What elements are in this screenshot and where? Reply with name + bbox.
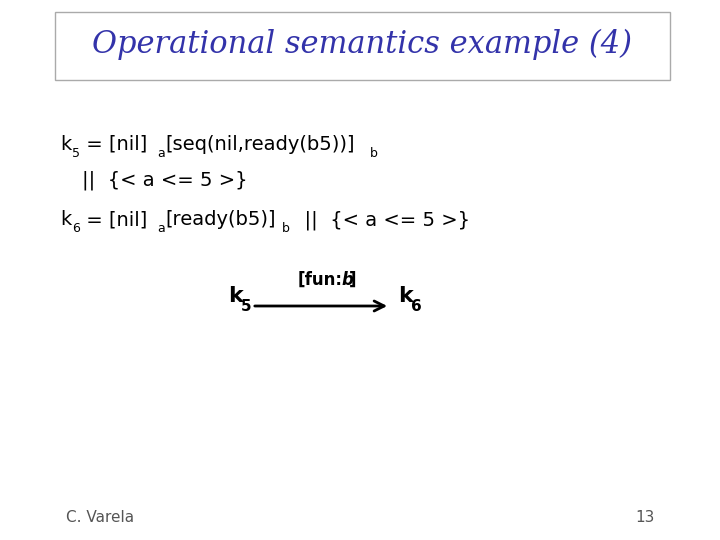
Text: C. Varela: C. Varela [66,510,134,525]
Text: b: b [282,222,290,235]
Text: ]: ] [349,271,356,289]
FancyBboxPatch shape [55,12,670,80]
Text: = [nil]: = [nil] [80,135,148,154]
Text: [ready(b5)]: [ready(b5)] [165,210,276,229]
Text: = [nil]: = [nil] [80,210,148,229]
Text: k: k [228,286,243,306]
Text: 5: 5 [72,147,80,160]
Text: a: a [157,147,165,160]
Text: 6: 6 [72,222,80,235]
Text: ||  {< a <= 5 >}: || {< a <= 5 >} [292,210,470,230]
Text: k: k [60,210,71,229]
Text: ||  {< a <= 5 >}: || {< a <= 5 >} [82,170,248,190]
Text: k: k [398,286,413,306]
Text: a: a [157,222,165,235]
Text: b: b [341,271,353,289]
Text: 5: 5 [241,299,251,314]
Text: [seq(nil,ready(b5))]: [seq(nil,ready(b5))] [165,135,354,154]
Text: b: b [370,147,378,160]
Text: [fun:: [fun: [298,271,343,289]
Text: 13: 13 [635,510,654,525]
Text: Operational semantics example (4): Operational semantics example (4) [92,29,632,59]
Text: k: k [60,135,71,154]
Text: 6: 6 [411,299,422,314]
